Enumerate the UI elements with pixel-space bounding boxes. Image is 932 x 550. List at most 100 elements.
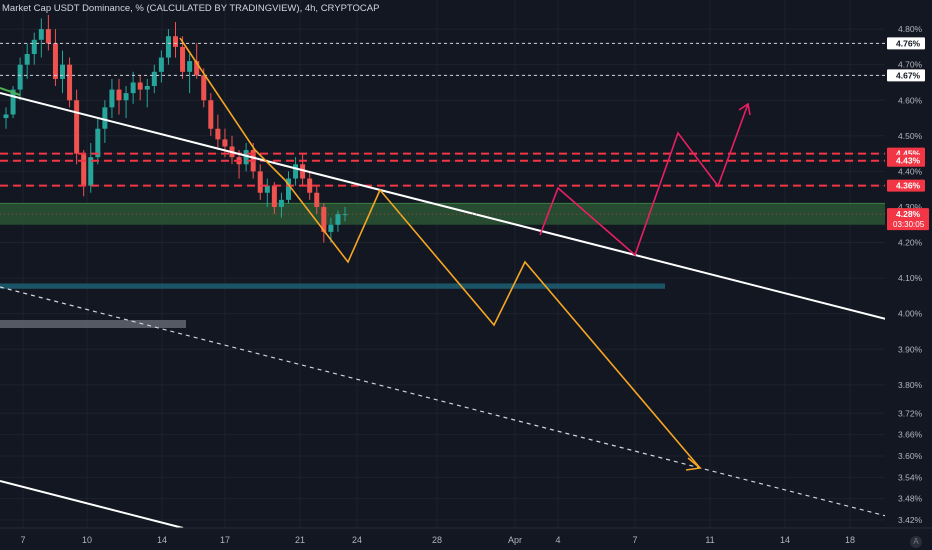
candle-body	[257, 171, 263, 193]
candle-body	[222, 139, 228, 147]
time-tick-label: 24	[352, 535, 362, 545]
time-tick-label: Apr	[508, 535, 522, 545]
candle-body	[102, 107, 108, 129]
candle-body	[67, 64, 73, 101]
auto-scale-icon[interactable]: A	[910, 536, 922, 548]
price-tick-label: 3.66%	[898, 430, 923, 440]
price-tick-label: 4.80%	[898, 24, 923, 34]
time-tick-label: 28	[432, 535, 442, 545]
candle-body	[38, 29, 44, 40]
price-tick-label: 3.90%	[898, 344, 923, 354]
price-tick-label: 4.10%	[898, 273, 923, 283]
time-tick-label: 7	[20, 535, 25, 545]
candle-body	[3, 114, 9, 119]
candle-body	[243, 150, 249, 165]
price-tick-label: 3.54%	[898, 472, 923, 482]
candle-body	[321, 206, 327, 232]
price-tick-label: 4.60%	[898, 95, 923, 105]
countdown-timer: 03:30:05	[893, 220, 925, 229]
price-tick-label: 4.70%	[898, 60, 923, 70]
time-tick-label: 21	[295, 535, 305, 545]
candle-body	[158, 57, 164, 72]
candle-body	[194, 61, 200, 76]
trend-start-marker	[0, 87, 21, 96]
candle-body	[151, 71, 157, 87]
candle-body	[130, 82, 136, 94]
candle-body	[293, 164, 299, 179]
candle-body	[31, 39, 37, 55]
price-label-text: 4.67%	[896, 70, 921, 80]
projection-path-bearish	[179, 37, 701, 469]
price-tick-label: 4.50%	[898, 131, 923, 141]
channel-line-dashed	[0, 286, 891, 518]
price-tick-label: 3.80%	[898, 380, 923, 390]
candle-body	[335, 214, 341, 225]
price-axis-bg	[885, 0, 932, 550]
price-label-text: 4.43%	[896, 156, 921, 166]
candle-body	[116, 89, 122, 101]
green-support-zone	[0, 203, 885, 225]
price-tick-label: 3.48%	[898, 494, 923, 504]
drawings	[0, 37, 891, 529]
price-tick-label: 3.42%	[898, 515, 923, 525]
candle-body	[215, 128, 221, 140]
candlestick-series	[3, 14, 348, 243]
candle-body	[264, 185, 270, 193]
blue-support-zone	[0, 283, 665, 289]
candle-body	[17, 64, 23, 90]
time-tick-label: 10	[82, 535, 92, 545]
time-tick-label: 17	[220, 535, 230, 545]
price-tick-label: 4.30%	[898, 202, 923, 212]
candle-body	[286, 178, 291, 200]
candle-body	[137, 82, 143, 90]
price-label-box	[887, 69, 925, 82]
candle-body	[208, 100, 214, 129]
candle-body	[180, 46, 186, 72]
candle-body	[81, 153, 87, 186]
time-axis[interactable]: 7 10 14 17 21 24 28 Apr 4 7 11 14 18	[0, 527, 932, 550]
price-tick-label: 4.20%	[898, 238, 923, 248]
candle-body	[278, 199, 284, 207]
candle-body	[144, 86, 150, 90]
price-axis[interactable]: 4.80% 4.76% 4.70%4.67% 4.60% 4.50% 4.45%4.43%…	[885, 0, 932, 550]
candle-body	[109, 89, 115, 108]
candle-body	[173, 36, 178, 47]
price-label-text: 4.76%	[896, 38, 921, 48]
current-price-badge	[887, 208, 929, 231]
time-tick-label: 18	[845, 535, 855, 545]
zones	[0, 202, 885, 328]
candle-body	[201, 75, 207, 101]
candle-body	[271, 185, 277, 207]
candle-body	[187, 61, 193, 72]
price-tick-label: 3.72%	[898, 408, 923, 418]
candle-body	[95, 128, 101, 158]
candle-body	[45, 29, 51, 44]
trend-line-main	[0, 92, 891, 321]
candle-body	[300, 164, 306, 179]
candle-body	[165, 36, 171, 58]
price-label-box	[887, 37, 925, 50]
arrow-head-bullish	[738, 102, 751, 116]
price-label-box	[887, 154, 925, 167]
candle-body	[307, 178, 313, 193]
candle-body	[314, 192, 320, 207]
time-axis-bg	[0, 528, 885, 550]
time-tick-label: 7	[632, 535, 637, 545]
candle-body	[24, 54, 30, 65]
chart-title: Market Cap USDT Dominance, % (CALCULATED…	[2, 3, 380, 14]
candle-body	[10, 89, 16, 115]
time-tick-label: 14	[780, 535, 790, 545]
candle-body	[123, 93, 129, 101]
time-tick-label: 11	[705, 535, 714, 545]
price-tick-label: 4.00%	[898, 309, 923, 319]
candle-body	[74, 100, 80, 154]
candle-body	[52, 43, 58, 79]
price-tick-label: 4.40%	[898, 166, 923, 176]
arrow-head-bearish	[685, 457, 702, 471]
trend-line-lower	[0, 480, 184, 529]
price-label-text: 4.36%	[896, 181, 921, 191]
current-price-value: 4.28%	[896, 209, 921, 219]
candle-body	[328, 224, 334, 232]
price-label-text: 4.45%	[896, 149, 921, 159]
